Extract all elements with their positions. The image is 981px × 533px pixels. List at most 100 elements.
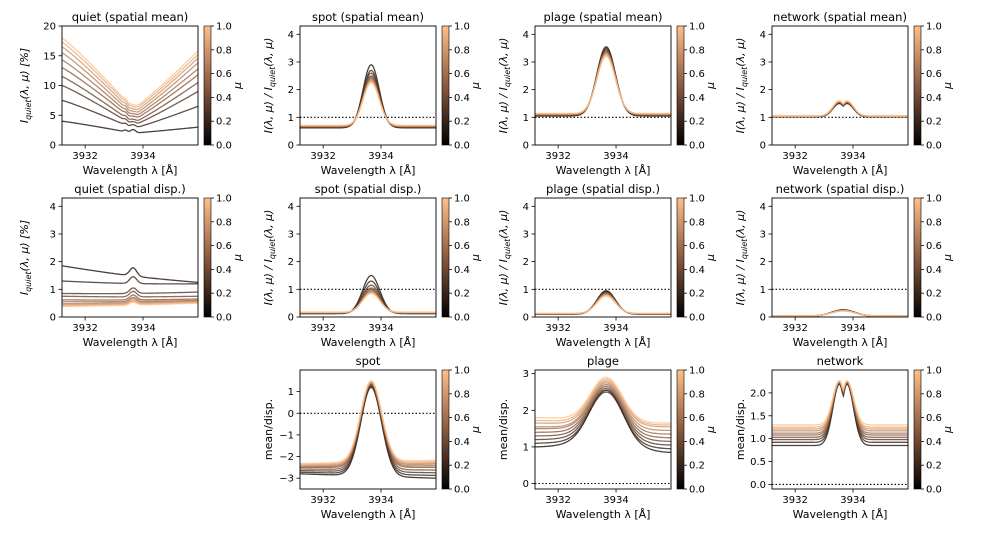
series-line-mu-1 — [535, 55, 671, 115]
series-line-mu-1 — [300, 380, 436, 465]
colorbar-gradient — [203, 25, 212, 146]
x-tick-label: 3934 — [603, 323, 628, 334]
colorbar-tick-label: 0.4 — [689, 265, 705, 276]
axes-frame — [534, 25, 672, 146]
series-line-mu-0.9 — [535, 54, 671, 115]
series-line-mu-1 — [300, 82, 436, 126]
y-tick-label: 0 — [760, 313, 766, 324]
y-tick-label: 4 — [50, 202, 56, 213]
y-tick-label: 2 — [288, 85, 294, 96]
y-tick-label: 4 — [760, 202, 766, 213]
colorbar-tick-label: 0.6 — [454, 413, 470, 424]
colorbar-tick-label: 0.0 — [454, 485, 470, 496]
panel-title: quiet (spatial mean) — [72, 10, 189, 24]
colorbar-tick-label: 0.2 — [689, 117, 705, 128]
x-tick-label: 3934 — [840, 495, 865, 506]
series-line-mu-0.5 — [300, 383, 436, 469]
colorbar-tick-label: 1.0 — [454, 194, 470, 205]
series-line-mu-0.9 — [772, 380, 908, 428]
x-tick-label: 3932 — [545, 495, 570, 506]
y-tick-label: 15 — [43, 51, 56, 62]
y-tick-label: 1 — [760, 285, 766, 296]
series-line-mu-0.4 — [62, 75, 198, 121]
y-tick-label: 0 — [50, 313, 56, 324]
series-line-mu-1 — [535, 376, 671, 424]
series-line-mu-0.4 — [300, 383, 436, 471]
series-line-mu-0.1 — [62, 120, 198, 134]
y-tick-label: 1 — [523, 113, 529, 124]
panel-title: plage (spatial disp.) — [546, 182, 660, 196]
y-axis-label: mean/disp. — [262, 399, 275, 460]
y-tick-label: 3 — [50, 229, 56, 240]
colorbar-tick-label: 0.0 — [454, 141, 470, 152]
y-tick-label: 10 — [43, 81, 56, 92]
axes-frame — [299, 25, 437, 146]
colorbar: 0.0 0.2 0.4 0.6 0.8 1.0 μ — [203, 194, 244, 324]
plot-area — [772, 288, 908, 317]
y-axis-label: mean/disp. — [734, 399, 747, 460]
colorbar-gradient — [441, 369, 450, 490]
panel-spot-ratio: spot 3932 3934 −3 −2 −1 0 1 Wavelength λ [Å] mean… — [262, 354, 482, 521]
x-tick-label: 3932 — [782, 495, 807, 506]
y-axis-label: I(λ, μ) / Iquiet(λ, μ) — [262, 210, 277, 306]
colorbar: 0.0 0.2 0.4 0.6 0.8 1.0 μ — [913, 366, 954, 496]
series-line-mu-0.3 — [772, 102, 908, 118]
series-line-mu-0.6 — [300, 382, 436, 468]
series-line-mu-0.7 — [62, 52, 198, 113]
colorbar-tick-label: 1.0 — [926, 194, 942, 205]
colorbar-tick-label: 0.8 — [454, 389, 470, 400]
series-line-mu-0.8 — [300, 80, 436, 127]
x-axis-label: Wavelength λ [Å] — [793, 336, 888, 349]
y-tick-label: 0.5 — [750, 457, 766, 468]
axes-frame — [771, 25, 909, 146]
colorbar-tick-label: 0.2 — [689, 289, 705, 300]
y-tick-label: 1 — [288, 387, 294, 398]
y-tick-label: 3 — [523, 229, 529, 240]
y-tick-label: 4 — [760, 30, 766, 41]
x-tick-label: 3932 — [72, 323, 97, 334]
colorbar-label: μ — [941, 426, 954, 434]
colorbar-tick-label: 0.4 — [216, 265, 232, 276]
colorbar-tick-label: 0.0 — [216, 141, 232, 152]
y-axis-label: I(λ, μ) / Iquiet(λ, μ) — [497, 210, 512, 306]
series-line-mu-0.9 — [300, 291, 436, 313]
colorbar-gradient — [676, 25, 685, 146]
colorbar-tick-label: 1.0 — [926, 366, 942, 377]
colorbar-gradient — [676, 197, 685, 318]
colorbar-tick-label: 0.4 — [454, 437, 470, 448]
x-axis-label: Wavelength λ [Å] — [793, 508, 888, 521]
colorbar-tick-label: 0.6 — [454, 241, 470, 252]
series-line-mu-0.8 — [300, 381, 436, 466]
colorbar: 0.0 0.2 0.4 0.6 0.8 1.0 μ — [913, 194, 954, 324]
colorbar-tick-label: 0.0 — [216, 313, 232, 324]
colorbar-tick-label: 0.4 — [454, 265, 470, 276]
series-line-mu-0.6 — [62, 59, 198, 116]
panel-network-mean: network (spatial mean) 3932 3934 0 1 2 3 4 Wavel… — [734, 10, 954, 177]
colorbar-label: μ — [469, 426, 482, 434]
colorbar-tick-label: 0.2 — [454, 461, 470, 472]
panel-title: plage (spatial mean) — [543, 10, 662, 24]
x-axis-label: Wavelength λ [Å] — [556, 164, 651, 177]
colorbar-label: μ — [469, 82, 482, 90]
panel-quiet-disp: quiet (spatial disp.) 3932 3934 0 1 2 3 4 Wavele… — [18, 182, 244, 349]
series-line-mu-0.1 — [62, 265, 198, 284]
colorbar-tick-label: 0.6 — [689, 413, 705, 424]
y-axis-label: Iquiet(λ, μ) [%] — [18, 220, 33, 295]
panel-title: quiet (spatial disp.) — [74, 182, 185, 196]
panel-plage-disp: plage (spatial disp.) 3932 3934 0 1 2 3 4 Wavele… — [497, 182, 717, 349]
y-tick-label: 3 — [288, 229, 294, 240]
y-tick-label: 2 — [288, 257, 294, 268]
series-line-mu-0.7 — [535, 382, 671, 432]
series-line-mu-0.7 — [300, 382, 436, 467]
plot-area — [535, 46, 671, 118]
x-tick-label: 3934 — [130, 151, 155, 162]
colorbar-gradient — [913, 197, 922, 318]
y-tick-label: 0 — [523, 141, 529, 152]
y-axis-label: I(λ, μ) / Iquiet(λ, μ) — [734, 210, 749, 306]
y-tick-label: 0 — [760, 141, 766, 152]
colorbar-tick-label: 0.8 — [689, 45, 705, 56]
colorbar-tick-label: 0.2 — [454, 117, 470, 128]
plot-area — [62, 265, 198, 308]
colorbar-label: μ — [704, 426, 717, 434]
y-tick-label: 0 — [288, 313, 294, 324]
